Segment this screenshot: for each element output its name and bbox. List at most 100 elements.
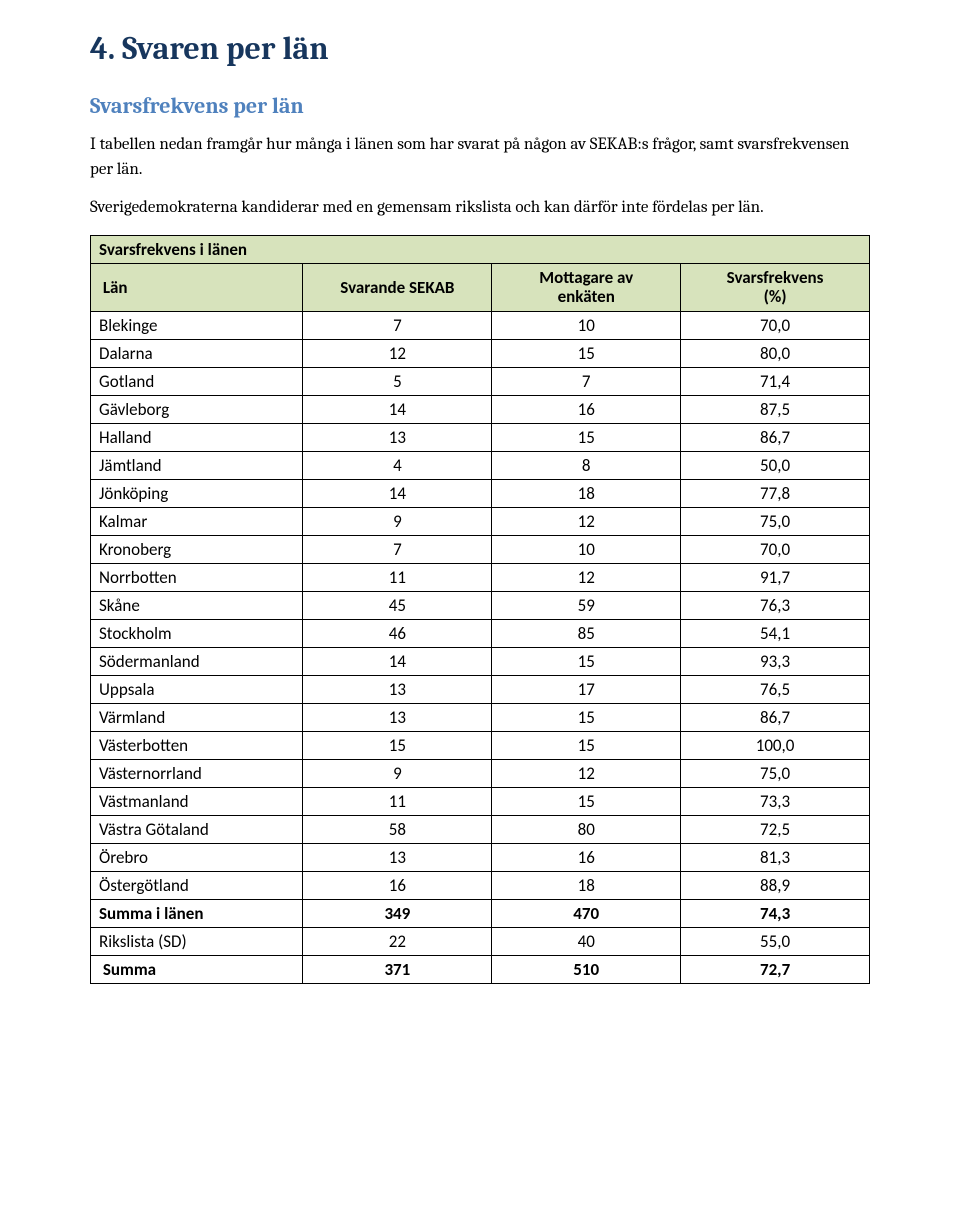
cell-mottagare: 59 xyxy=(492,591,681,619)
cell-mottagare: 17 xyxy=(492,675,681,703)
cell-mottagare: 15 xyxy=(492,731,681,759)
cell-lan: Gotland xyxy=(91,367,303,395)
cell-frekvens: 77,8 xyxy=(681,479,870,507)
cell-mottagare: 15 xyxy=(492,647,681,675)
cell-frekvens: 70,0 xyxy=(681,311,870,339)
cell-mottagare: 15 xyxy=(492,423,681,451)
cell-frekvens: 71,4 xyxy=(681,367,870,395)
cell-lan: Örebro xyxy=(91,843,303,871)
cell-frekvens: 86,7 xyxy=(681,423,870,451)
cell-mottagare: 470 xyxy=(492,899,681,927)
cell-frekvens: 93,3 xyxy=(681,647,870,675)
cell-svarande: 13 xyxy=(303,703,492,731)
cell-mottagare: 15 xyxy=(492,787,681,815)
cell-frekvens: 72,5 xyxy=(681,815,870,843)
table-row: Västra Götaland588072,5 xyxy=(91,815,870,843)
cell-frekvens: 73,3 xyxy=(681,787,870,815)
cell-frekvens: 80,0 xyxy=(681,339,870,367)
cell-frekvens: 88,9 xyxy=(681,871,870,899)
cell-svarande: 9 xyxy=(303,759,492,787)
cell-frekvens: 81,3 xyxy=(681,843,870,871)
table-row: Jönköping141877,8 xyxy=(91,479,870,507)
cell-svarande: 12 xyxy=(303,339,492,367)
cell-svarande: 13 xyxy=(303,843,492,871)
cell-mottagare: 7 xyxy=(492,367,681,395)
cell-lan: Uppsala xyxy=(91,675,303,703)
cell-frekvens: 87,5 xyxy=(681,395,870,423)
cell-lan: Gävleborg xyxy=(91,395,303,423)
cell-lan: Summa xyxy=(91,955,303,983)
cell-lan: Summa i länen xyxy=(91,899,303,927)
cell-mottagare: 16 xyxy=(492,395,681,423)
col-header-lan: Län xyxy=(91,263,303,311)
cell-lan: Norrbotten xyxy=(91,563,303,591)
cell-svarande: 349 xyxy=(303,899,492,927)
cell-lan: Västerbotten xyxy=(91,731,303,759)
cell-svarande: 371 xyxy=(303,955,492,983)
cell-svarande: 16 xyxy=(303,871,492,899)
table-row: Stockholm468554,1 xyxy=(91,619,870,647)
cell-mottagare: 16 xyxy=(492,843,681,871)
table-row: Västernorrland91275,0 xyxy=(91,759,870,787)
cell-svarande: 4 xyxy=(303,451,492,479)
col-header-svarande: Svarande SEKAB xyxy=(303,263,492,311)
cell-frekvens: 50,0 xyxy=(681,451,870,479)
cell-lan: Blekinge xyxy=(91,311,303,339)
table-row: Västerbotten1515100,0 xyxy=(91,731,870,759)
cell-svarande: 14 xyxy=(303,479,492,507)
cell-svarande: 9 xyxy=(303,507,492,535)
cell-frekvens: 75,0 xyxy=(681,507,870,535)
cell-frekvens: 100,0 xyxy=(681,731,870,759)
svarsfrekvens-table: Svarsfrekvens i länen Län Svarande SEKAB… xyxy=(90,235,870,984)
table-row: Värmland131586,7 xyxy=(91,703,870,731)
cell-svarande: 11 xyxy=(303,563,492,591)
table-summary-row: Rikslista (SD)224055,0 xyxy=(91,927,870,955)
cell-lan: Skåne xyxy=(91,591,303,619)
cell-mottagare: 10 xyxy=(492,311,681,339)
table-row: Uppsala131776,5 xyxy=(91,675,870,703)
cell-mottagare: 85 xyxy=(492,619,681,647)
col-header-mottagare: Mottagare avenkäten xyxy=(492,263,681,311)
cell-lan: Västra Götaland xyxy=(91,815,303,843)
cell-lan: Stockholm xyxy=(91,619,303,647)
cell-mottagare: 40 xyxy=(492,927,681,955)
section-subheading: Svarsfrekvens per län xyxy=(90,93,870,119)
cell-svarande: 45 xyxy=(303,591,492,619)
cell-mottagare: 15 xyxy=(492,703,681,731)
cell-svarande: 14 xyxy=(303,647,492,675)
cell-lan: Värmland xyxy=(91,703,303,731)
cell-lan: Kalmar xyxy=(91,507,303,535)
cell-lan: Jönköping xyxy=(91,479,303,507)
table-row: Västmanland111573,3 xyxy=(91,787,870,815)
cell-svarande: 58 xyxy=(303,815,492,843)
cell-frekvens: 74,3 xyxy=(681,899,870,927)
cell-mottagare: 12 xyxy=(492,759,681,787)
cell-svarande: 13 xyxy=(303,675,492,703)
cell-frekvens: 91,7 xyxy=(681,563,870,591)
cell-mottagare: 80 xyxy=(492,815,681,843)
cell-frekvens: 70,0 xyxy=(681,535,870,563)
cell-svarande: 7 xyxy=(303,311,492,339)
cell-frekvens: 75,0 xyxy=(681,759,870,787)
cell-mottagare: 8 xyxy=(492,451,681,479)
cell-mottagare: 10 xyxy=(492,535,681,563)
cell-lan: Södermanland xyxy=(91,647,303,675)
cell-frekvens: 54,1 xyxy=(681,619,870,647)
cell-mottagare: 18 xyxy=(492,479,681,507)
page-heading: 4. Svaren per län xyxy=(90,30,870,67)
table-title: Svarsfrekvens i länen xyxy=(91,235,870,263)
table-row: Kronoberg71070,0 xyxy=(91,535,870,563)
cell-svarande: 14 xyxy=(303,395,492,423)
cell-lan: Jämtland xyxy=(91,451,303,479)
cell-svarande: 11 xyxy=(303,787,492,815)
table-row: Norrbotten111291,7 xyxy=(91,563,870,591)
cell-frekvens: 55,0 xyxy=(681,927,870,955)
table-row: Dalarna121580,0 xyxy=(91,339,870,367)
cell-lan: Dalarna xyxy=(91,339,303,367)
cell-mottagare: 510 xyxy=(492,955,681,983)
cell-svarande: 46 xyxy=(303,619,492,647)
table-row: Halland131586,7 xyxy=(91,423,870,451)
cell-mottagare: 15 xyxy=(492,339,681,367)
cell-lan: Västernorrland xyxy=(91,759,303,787)
cell-lan: Östergötland xyxy=(91,871,303,899)
